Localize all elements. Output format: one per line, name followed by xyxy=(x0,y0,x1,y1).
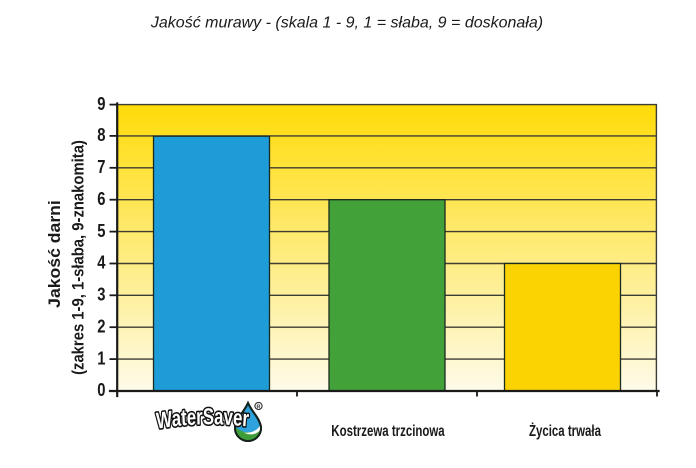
svg-text:1: 1 xyxy=(97,348,105,369)
svg-text:0: 0 xyxy=(97,380,105,401)
svg-text:R: R xyxy=(257,404,261,410)
svg-text:Jakość murawy - (skala 1 - 9,: Jakość murawy - (skala 1 - 9, 1 = słaba,… xyxy=(150,15,543,32)
svg-text:9: 9 xyxy=(97,93,105,114)
svg-text:3: 3 xyxy=(97,284,105,305)
svg-text:Jakość darni: Jakość darni xyxy=(46,200,65,308)
svg-text:8: 8 xyxy=(97,125,105,146)
svg-text:7: 7 xyxy=(97,156,105,177)
svg-text:5: 5 xyxy=(97,220,105,241)
svg-text:2: 2 xyxy=(97,316,105,337)
svg-text:Życica trwała: Życica trwała xyxy=(529,422,601,439)
svg-text:(zakres 1-9, 1-słaba, 9-znako: (zakres 1-9, 1-słaba, 9-znakomita) xyxy=(69,140,88,375)
svg-text:WaterSaver: WaterSaver xyxy=(155,405,249,435)
svg-text:4: 4 xyxy=(97,252,106,273)
svg-text:Kostrzewa trzcinowa: Kostrzewa trzcinowa xyxy=(331,422,445,439)
svg-text:6: 6 xyxy=(97,188,105,209)
